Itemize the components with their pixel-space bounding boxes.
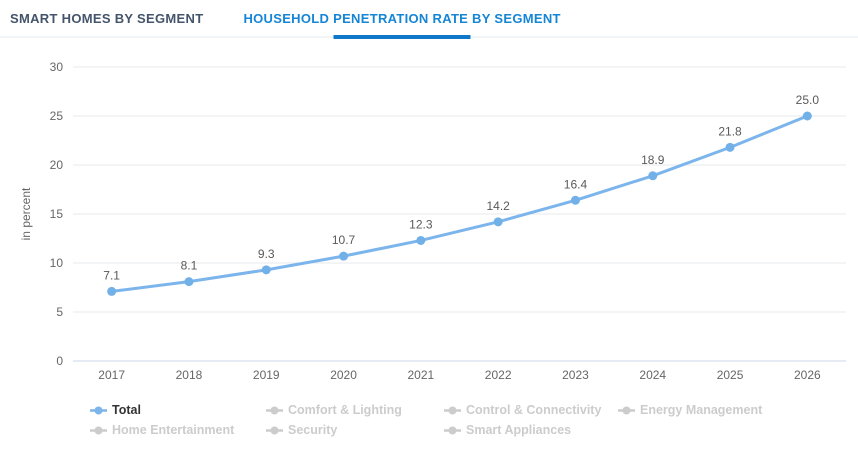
legend-marker-icon bbox=[90, 406, 107, 414]
legend-marker-icon bbox=[444, 406, 461, 414]
legend-marker-icon bbox=[90, 426, 107, 434]
data-label-2023: 16.4 bbox=[564, 177, 588, 191]
data-label-2019: 9.3 bbox=[258, 247, 275, 261]
tab-household-penetration-rate-by-segment[interactable]: HOUSEHOLD PENETRATION RATE BY SEGMENT bbox=[243, 0, 560, 36]
data-label-2018: 8.1 bbox=[181, 259, 198, 273]
y-tick-label-30: 30 bbox=[50, 60, 64, 74]
data-point-2017[interactable] bbox=[107, 286, 117, 296]
data-label-2021: 12.3 bbox=[409, 217, 433, 231]
x-tick-label-2021: 2021 bbox=[407, 368, 434, 382]
legend-item-label: Security bbox=[288, 423, 338, 437]
data-point-2020[interactable] bbox=[339, 251, 349, 261]
legend-marker-icon bbox=[266, 406, 283, 414]
data-point-2019[interactable] bbox=[261, 265, 271, 275]
x-tick-label-2025: 2025 bbox=[717, 368, 744, 382]
legend-item-label: Total bbox=[112, 403, 141, 417]
x-tick-label-2019: 2019 bbox=[253, 368, 280, 382]
data-point-2018[interactable] bbox=[184, 277, 194, 287]
legend-item-label: Home Entertainment bbox=[112, 423, 235, 437]
data-point-2022[interactable] bbox=[493, 217, 503, 227]
x-tick-label-2017: 2017 bbox=[98, 368, 125, 382]
legend-item-label: Comfort & Lighting bbox=[288, 403, 402, 417]
data-point-2025[interactable] bbox=[725, 142, 735, 152]
y-tick-label-25: 25 bbox=[50, 109, 64, 123]
legend-marker-icon bbox=[444, 426, 461, 434]
legend-item-smart-appliances[interactable]: Smart Appliances bbox=[444, 420, 618, 440]
y-tick-label-10: 10 bbox=[50, 256, 64, 270]
y-tick-label-20: 20 bbox=[50, 158, 64, 172]
y-tick-label-5: 5 bbox=[56, 305, 63, 319]
legend-item-comfort-lighting[interactable]: Comfort & Lighting bbox=[266, 400, 444, 420]
data-label-2024: 18.9 bbox=[641, 153, 665, 167]
tab-bar: SMART HOMES BY SEGMENT HOUSEHOLD PENETRA… bbox=[0, 0, 858, 38]
data-point-2024[interactable] bbox=[648, 171, 658, 181]
y-axis-title: in percent bbox=[19, 187, 33, 240]
x-tick-label-2024: 2024 bbox=[639, 368, 666, 382]
legend-item-label: Smart Appliances bbox=[466, 423, 572, 437]
legend-item-total[interactable]: Total bbox=[90, 400, 266, 420]
data-point-2023[interactable] bbox=[570, 195, 580, 205]
tab-smart-homes-by-segment[interactable]: SMART HOMES BY SEGMENT bbox=[10, 0, 203, 36]
legend-item-energy-management[interactable]: Energy Management bbox=[618, 400, 858, 420]
data-point-2026[interactable] bbox=[802, 111, 812, 121]
x-tick-label-2023: 2023 bbox=[562, 368, 589, 382]
x-tick-label-2018: 2018 bbox=[176, 368, 203, 382]
legend-item-control-connectivity[interactable]: Control & Connectivity bbox=[444, 400, 618, 420]
data-label-2017: 7.1 bbox=[103, 268, 120, 282]
x-tick-label-2026: 2026 bbox=[794, 368, 821, 382]
x-tick-label-2020: 2020 bbox=[330, 368, 357, 382]
data-label-2025: 21.8 bbox=[718, 124, 742, 138]
y-tick-label-15: 15 bbox=[50, 207, 64, 221]
y-tick-label-0: 0 bbox=[56, 354, 63, 368]
x-tick-label-2022: 2022 bbox=[485, 368, 512, 382]
chart-legend: Total Comfort & Lighting Control & Connect… bbox=[90, 400, 858, 440]
legend-item-label: Energy Management bbox=[640, 403, 763, 417]
legend-marker-icon bbox=[618, 406, 635, 414]
legend-item-security[interactable]: Security bbox=[266, 420, 444, 440]
data-label-2020: 10.7 bbox=[332, 233, 356, 247]
line-chart: 0 5 10 15 20 25 30 in percent 2017 2018 2019 2020 20… bbox=[0, 38, 858, 394]
data-label-2026: 25.0 bbox=[796, 93, 820, 107]
data-label-2022: 14.2 bbox=[486, 199, 510, 213]
legend-marker-icon bbox=[266, 426, 283, 434]
data-point-2021[interactable] bbox=[416, 235, 426, 245]
series-line-total[interactable] bbox=[110, 114, 809, 293]
legend-item-home-entertainment[interactable]: Home Entertainment bbox=[90, 420, 266, 440]
legend-item-label: Control & Connectivity bbox=[466, 403, 602, 417]
